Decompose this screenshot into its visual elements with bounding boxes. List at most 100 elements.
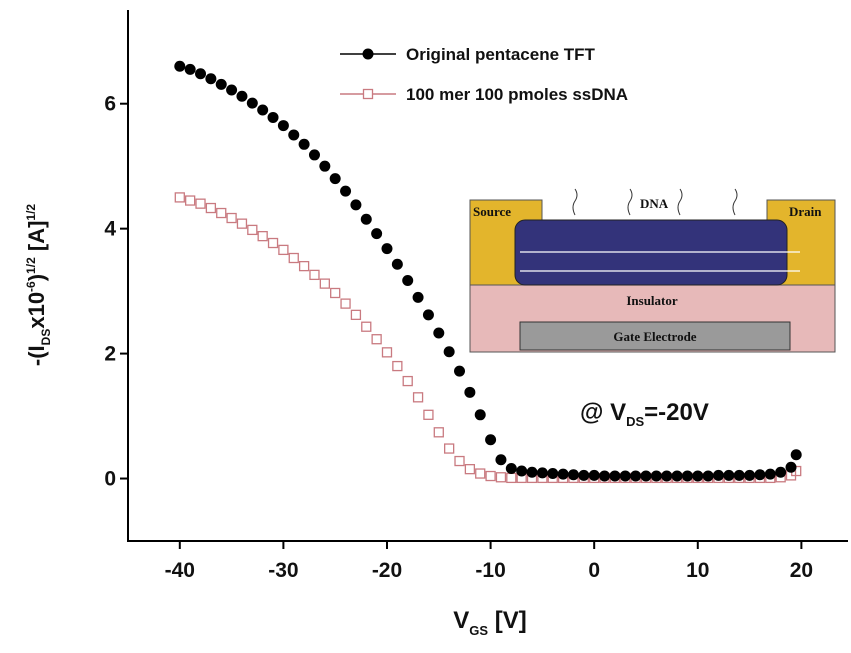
data-point [640, 471, 651, 482]
legend-label: Original pentacene TFT [406, 45, 596, 64]
data-point [279, 245, 288, 254]
x-tick-label: 0 [588, 559, 600, 582]
data-point [423, 309, 434, 320]
annotation-part: @ V [580, 399, 626, 426]
data-point [568, 469, 579, 480]
data-point [507, 473, 516, 482]
data-point [692, 471, 703, 482]
data-point [682, 471, 693, 482]
label-part: 1/2 [24, 257, 38, 274]
data-point [402, 275, 413, 286]
data-point [371, 228, 382, 239]
label-part: [A] [24, 221, 49, 258]
label-part: V [453, 607, 469, 634]
data-point [403, 377, 412, 386]
data-point [174, 61, 185, 72]
data-point [537, 467, 548, 478]
x-axis-label: VGS [V] [453, 607, 526, 638]
legend-label: 100 mer 100 pmoles ssDNA [406, 85, 628, 104]
data-point [786, 462, 797, 473]
data-point [393, 362, 402, 371]
data-point [754, 469, 765, 480]
data-point [186, 196, 195, 205]
data-point [713, 470, 724, 481]
y-axis-label: -(IDSx10-6)1/2 [A]1/2 [24, 204, 53, 367]
data-point [247, 98, 258, 109]
data-point [361, 214, 372, 225]
data-point [289, 254, 298, 263]
x-tick-label: 10 [686, 559, 709, 582]
data-point [382, 348, 391, 357]
data-point [331, 288, 340, 297]
data-point [433, 327, 444, 338]
data-point [558, 469, 569, 480]
label-part: 1/2 [24, 204, 38, 221]
x-tick-label: -40 [165, 559, 195, 582]
data-point [578, 470, 589, 481]
data-point [258, 232, 267, 241]
data-point [495, 454, 506, 465]
data-point [392, 259, 403, 270]
label-part: ) [24, 274, 49, 281]
annotation: @ VDS=-20V [580, 399, 709, 429]
inset-label: DNA [640, 196, 669, 211]
x-tick-label: -30 [268, 559, 298, 582]
data-point [661, 471, 672, 482]
data-point [205, 73, 216, 84]
data-point [372, 335, 381, 344]
data-point [185, 64, 196, 75]
data-point [444, 346, 455, 357]
annotation-part: =-20V [644, 399, 709, 426]
data-point [434, 428, 443, 437]
data-point [476, 469, 485, 478]
data-point [516, 466, 527, 477]
data-point [217, 209, 226, 218]
data-point [445, 444, 454, 453]
chart: Source Drain DNA Insulator Gate Electrod… [0, 0, 851, 648]
data-point [195, 68, 206, 79]
data-point [775, 467, 786, 478]
data-point [340, 186, 351, 197]
data-point [475, 409, 486, 420]
data-point [414, 393, 423, 402]
data-point [310, 270, 319, 279]
data-point [703, 471, 714, 482]
data-point [268, 112, 279, 123]
label-part: GS [469, 623, 488, 638]
inset-label: Drain [789, 204, 822, 219]
data-point [216, 79, 227, 90]
data-point [672, 471, 683, 482]
data-point [744, 470, 755, 481]
data-point [791, 449, 802, 460]
data-point [269, 239, 278, 248]
data-point [278, 120, 289, 131]
data-point [485, 434, 496, 445]
data-point [734, 470, 745, 481]
label-part: DS [39, 329, 53, 346]
y-tick-label: 4 [104, 218, 116, 241]
x-tick-label: 20 [790, 559, 813, 582]
data-point [609, 471, 620, 482]
y-tick-label: 0 [104, 468, 116, 491]
data-point [424, 410, 433, 419]
data-point [227, 214, 236, 223]
data-point [319, 161, 330, 172]
annotation-part: DS [626, 414, 644, 429]
data-point [723, 470, 734, 481]
data-point [620, 471, 631, 482]
data-point [589, 470, 600, 481]
legend-marker [363, 49, 374, 60]
data-point [175, 193, 184, 202]
data-point [300, 262, 309, 271]
data-point [248, 225, 257, 234]
data-point [320, 279, 329, 288]
y-tick-label: 2 [104, 343, 116, 366]
data-point [630, 471, 641, 482]
label-part: -6 [24, 281, 38, 292]
data-point [341, 299, 350, 308]
data-point [464, 387, 475, 398]
data-point [236, 91, 247, 102]
data-point [496, 473, 505, 482]
inset-label: Gate Electrode [613, 329, 696, 344]
data-point [486, 472, 495, 481]
